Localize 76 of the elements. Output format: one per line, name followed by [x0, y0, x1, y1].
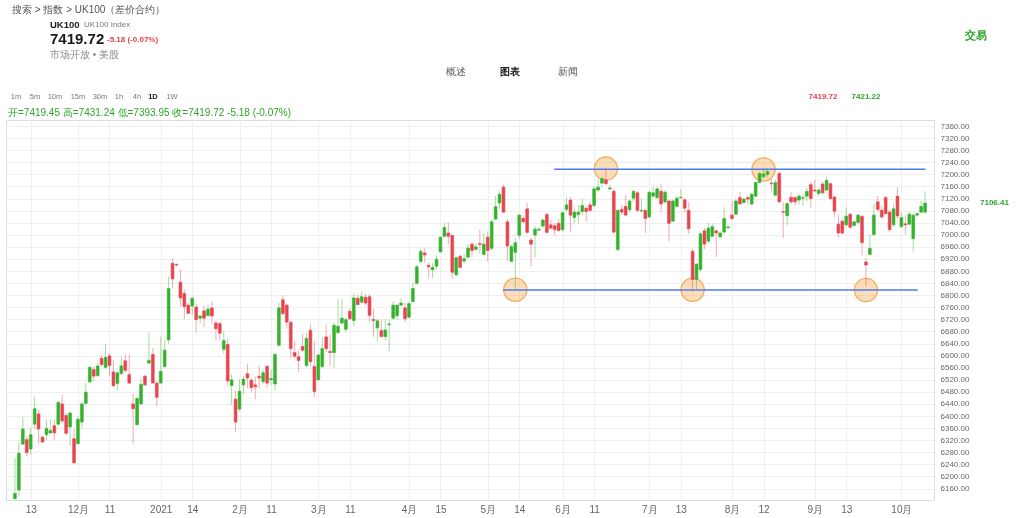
candlestick — [805, 187, 809, 202]
x-tick-label: 12月 — [67, 503, 90, 515]
text: 7419.72 — [808, 92, 839, 101]
x-tick-label: 15 — [435, 503, 447, 515]
x-tick-label: 2月 — [232, 503, 248, 515]
y-tick-label: 6480.00 — [940, 387, 970, 397]
text: 7106.41 — [980, 198, 1010, 207]
x-tick-label: 7月 — [641, 503, 658, 515]
candlestick — [797, 193, 801, 206]
x-tick-label: 13 — [675, 503, 688, 515]
candlestick — [198, 314, 202, 325]
y-tick-label: 6360.00 — [940, 423, 970, 433]
text: 7419.72 — [50, 30, 105, 47]
y-tick-label: 6640.00 — [940, 339, 970, 349]
candlestick — [789, 191, 793, 205]
y-tick-label: 7360.00 — [940, 121, 970, 131]
text: 新闻 — [558, 66, 578, 77]
y-tick-label: 6720.00 — [940, 314, 970, 324]
y-tick-label: 7160.00 — [940, 181, 970, 191]
chart-title: UK100 — [50, 19, 80, 30]
y-tick-label: 7280.00 — [940, 145, 970, 155]
y-tick-label: 6760.00 — [940, 302, 970, 312]
y-tick-label: 6520.00 — [940, 375, 970, 385]
candlestick — [470, 241, 474, 258]
y-tick-label: 6160.00 — [940, 484, 970, 494]
y-tick-label: 7120.00 — [940, 194, 970, 204]
y-tick-label: 7080.00 — [940, 206, 970, 216]
x-tick-label: 11 — [104, 503, 116, 515]
x-tick-label: 4月 — [401, 503, 418, 515]
x-tick-label: 11 — [345, 503, 356, 515]
y-tick-label: 6320.00 — [940, 435, 970, 445]
text: 概述 — [446, 66, 466, 77]
x-tick-label: 14 — [514, 503, 526, 515]
x-tick-label: 9月 — [807, 503, 824, 515]
text: 7421.22 — [851, 92, 882, 101]
y-tick-label: 6400.00 — [940, 411, 970, 421]
y-tick-label: 6440.00 — [940, 399, 970, 409]
y-tick-label: 6920.00 — [940, 254, 970, 264]
candlestick — [919, 200, 923, 215]
candlestick — [801, 193, 805, 207]
y-tick-label: 6600.00 — [940, 351, 970, 361]
x-tick-label: 11 — [266, 503, 278, 515]
text: 市场开放 • 美股 — [50, 49, 120, 60]
x-tick-label: 8月 — [724, 503, 741, 515]
y-tick-label: 7200.00 — [940, 169, 970, 179]
text: 交易 — [964, 29, 987, 41]
y-tick-label: 6240.00 — [940, 459, 970, 469]
x-tick-label: 14 — [187, 503, 199, 515]
y-tick-label: 6960.00 — [940, 242, 970, 252]
y-tick-label: 6680.00 — [940, 326, 970, 336]
candlestick — [604, 168, 608, 186]
y-tick-label: 7040.00 — [940, 218, 970, 228]
y-tick-label: 6560.00 — [940, 363, 970, 373]
y-tick-label: 6880.00 — [940, 266, 970, 276]
x-tick-label: 2021 — [150, 503, 173, 515]
x-tick-label: 13 — [25, 503, 38, 515]
x-tick-label: 6月 — [555, 503, 571, 515]
x-tick-label: 13 — [841, 503, 853, 515]
text: 开=7419.45 高=7431.24 低=7393.95 收=7419.72 -5.18 (-0.07%) — [8, 107, 291, 118]
x-tick-label: 11 — [589, 503, 601, 515]
x-tick-label: 3月 — [311, 503, 327, 515]
x-tick-label: 5月 — [480, 503, 497, 515]
x-tick-label: 10月 — [891, 503, 913, 515]
candlestick — [462, 253, 466, 264]
text: -5.18 (-0.07%) — [107, 35, 159, 44]
y-tick-label: 6800.00 — [940, 290, 970, 300]
chart-subtitle: UK100 Index — [84, 20, 131, 29]
y-tick-label: 6840.00 — [940, 278, 970, 288]
y-tick-label: 6200.00 — [940, 471, 970, 481]
x-tick-label: 12 — [758, 503, 771, 515]
text: 搜索 > 指数 > UK100（差价合约） — [12, 4, 166, 15]
text: 图表 — [500, 66, 521, 77]
y-tick-label: 6280.00 — [940, 447, 970, 457]
y-tick-label: 7240.00 — [940, 157, 970, 167]
y-tick-label: 7320.00 — [940, 133, 970, 143]
y-tick-label: 7000.00 — [940, 230, 970, 240]
